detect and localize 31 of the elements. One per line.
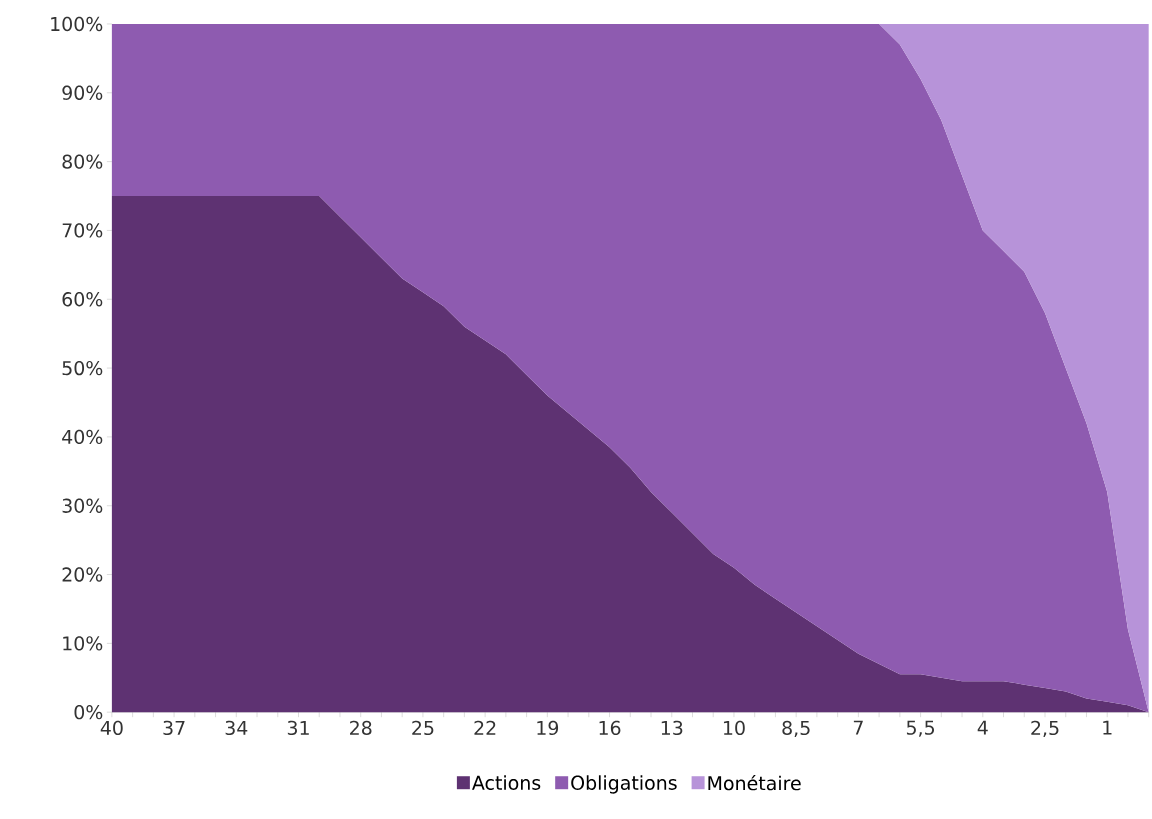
- x-tick-label: 10: [723, 720, 745, 736]
- x-tick-label: 16: [599, 720, 621, 736]
- y-tick-label: 50%: [62, 360, 103, 376]
- x-tick-label: 25: [412, 720, 434, 736]
- x-tick-label: 5,5: [906, 720, 935, 737]
- y-tick-label: 80%: [62, 154, 103, 169]
- y-tick-label: 20%: [62, 567, 103, 582]
- y-tick-label: 60%: [62, 292, 103, 307]
- x-tick-label: 28: [350, 720, 372, 736]
- y-tick-label: 10%: [63, 636, 103, 651]
- x-tick-label: 37: [163, 720, 185, 736]
- x-tick-label: 2,5: [1031, 720, 1059, 737]
- x-tick-label: 7: [853, 720, 863, 735]
- y-tick-label: 0%: [74, 704, 103, 720]
- legend-label: Monétaire: [708, 774, 801, 791]
- y-tick-label: 70%: [62, 223, 103, 238]
- x-tick-label: 34: [225, 720, 248, 736]
- x-tick-label: 8,5: [782, 720, 810, 737]
- x-tick-label: 4: [977, 720, 988, 735]
- legend-label: Actions: [472, 775, 541, 790]
- x-tick-label: 31: [287, 720, 309, 736]
- x-tick-label: 1: [1103, 720, 1112, 735]
- y-tick-label: 40%: [62, 429, 103, 445]
- x-tick-label: 19: [537, 720, 559, 736]
- x-tick-label: 13: [661, 720, 683, 736]
- y-tick-label: 90%: [62, 85, 103, 100]
- y-tick-label: 30%: [62, 498, 103, 513]
- x-tick-label: 40: [100, 720, 123, 736]
- y-tick-label: 100%: [51, 16, 103, 32]
- x-tick-label: 22: [474, 720, 496, 735]
- legend-label: Obligations: [571, 775, 677, 794]
